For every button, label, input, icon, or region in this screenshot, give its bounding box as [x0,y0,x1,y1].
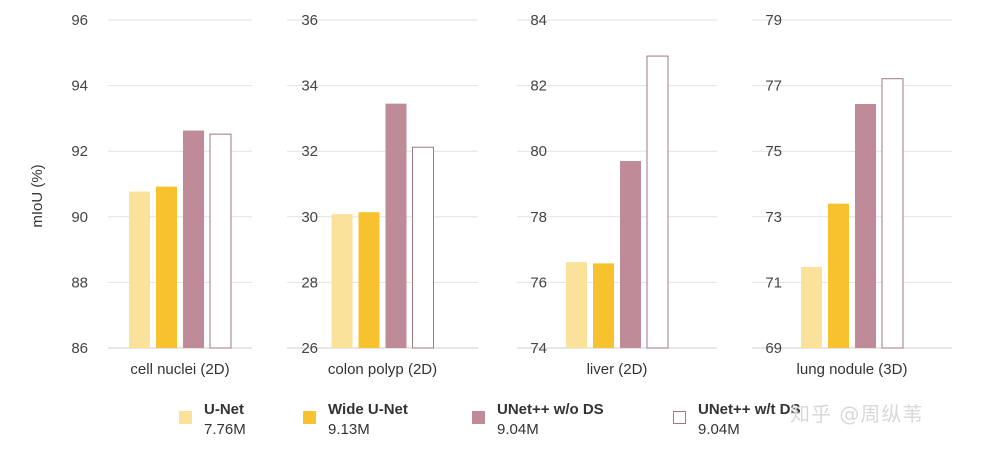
bar [828,203,849,348]
y-tick-label: 69 [765,340,782,357]
y-tick-label: 79 [765,12,782,29]
y-tick-label: 32 [301,143,318,160]
legend-params: 9.04M [698,421,740,438]
panel-label: cell nuclei (2D) [130,361,229,378]
y-tick-label: 30 [301,209,318,226]
legend-name: Wide U-Net [328,401,408,418]
legend: U-Net 7.76M Wide U-Net 9.13M UNet++ w/o … [0,400,1000,450]
panel-label: liver (2D) [587,361,648,378]
legend-swatch-unetpp-wt-ds [673,411,686,424]
y-tick-label: 92 [71,143,88,160]
bar [385,103,407,348]
legend-swatch-wide-unet [303,411,316,424]
bar [801,266,822,348]
bar [646,55,669,349]
y-tick-label: 82 [530,78,547,95]
bar [593,263,614,348]
y-tick-label: 73 [765,209,782,226]
y-axis-label: mIoU (%) [29,164,46,227]
y-tick-label: 71 [765,274,782,291]
y-tick-label: 90 [71,209,88,226]
legend-name: UNet++ w/t DS [698,401,801,418]
legend-params: 9.13M [328,421,370,438]
legend-item-wide-unet: Wide U-Net 9.13M [303,400,408,440]
y-tick-label: 78 [530,209,547,226]
legend-params: 9.04M [497,421,539,438]
y-tick-label: 34 [301,78,318,95]
legend-params: 7.76M [204,421,246,438]
bar [566,262,587,348]
watermark: 知乎 @周纵苇 [790,402,924,426]
bar [855,103,876,348]
y-tick-label: 84 [530,12,547,29]
bar [620,161,641,348]
bar [209,133,232,349]
legend-item-unetpp-wt-ds: UNet++ w/t DS 9.04M [673,400,801,440]
bar [331,214,353,348]
y-tick-label: 26 [301,340,318,357]
y-tick-label: 36 [301,12,318,29]
y-tick-label: 76 [530,274,547,291]
y-tick-label: 28 [301,274,318,291]
panel-label: colon polyp (2D) [328,361,437,378]
y-tick-label: 94 [71,78,88,95]
bar [412,146,434,349]
bar [183,130,204,348]
chart: mIoU (%) 86 88 90 92 94 96 cell nuclei (2D) 26 2… [29,12,952,378]
y-tick-label: 77 [765,78,782,95]
legend-item-unet: U-Net 7.76M [179,400,246,440]
y-tick-label: 96 [71,12,88,29]
bar [881,78,904,349]
legend-item-unetpp-wo-ds: UNet++ w/o DS 9.04M [472,400,604,440]
y-tick-label: 86 [71,340,88,357]
legend-swatch-unetpp-wo-ds [472,411,485,424]
bar [358,212,380,348]
legend-name: UNet++ w/o DS [497,401,604,418]
y-tick-label: 74 [530,340,547,357]
bar [156,186,177,348]
y-tick-label: 88 [71,274,88,291]
bar [129,191,150,348]
panel-label: lung nodule (3D) [797,361,908,378]
legend-swatch-unet [179,411,192,424]
legend-name: U-Net [204,401,244,418]
y-tick-label: 80 [530,143,547,160]
y-tick-label: 75 [765,143,782,160]
